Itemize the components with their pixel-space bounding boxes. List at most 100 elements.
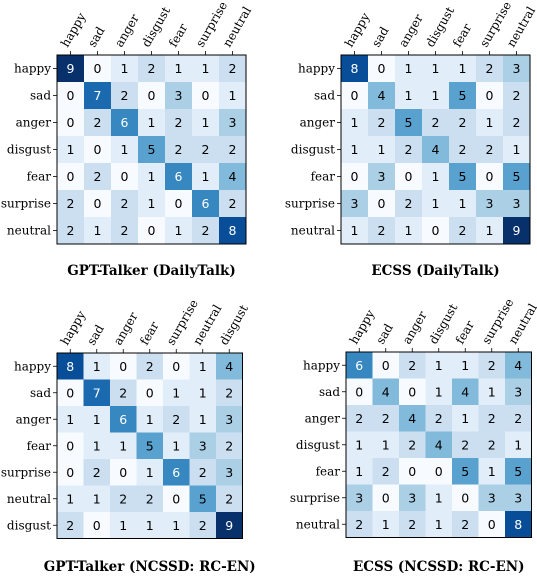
heatmap-cell-value: 2 [488,437,496,452]
heatmap-cell [163,432,190,460]
heatmap-cell [165,136,193,164]
heatmap-cell-value: 0 [432,223,440,238]
heatmap-cell [341,55,369,83]
heatmap-cell-value: 2 [432,115,440,130]
heatmap-cell-value: 0 [382,358,390,373]
x-tick-label: anger [400,309,430,347]
heatmap-cell [219,163,247,191]
heatmap-cell-value: 2 [121,196,129,211]
heatmap-cell [83,485,111,513]
heatmap-cell [219,109,247,137]
x-tick-label: fear [166,21,190,49]
x-tick-label: happy [58,308,89,347]
y-tick-label: neutral [7,492,51,506]
heatmap-cell-value: 6 [175,169,183,184]
x-tick-label: anger [396,12,426,50]
heatmap-cell-value: 4 [408,411,416,426]
heatmap-cell-value: 2 [488,358,496,373]
heatmap-cell-value: 1 [351,142,359,157]
heatmap-cell-value: 0 [351,88,359,103]
heatmap-cell [57,432,84,460]
heatmap-cell [368,136,396,164]
heatmap-cell [346,431,373,459]
heatmap-cell-value: 5 [459,88,467,103]
heatmap-cell [110,353,137,380]
y-tick-label: disgust [291,143,335,157]
heatmap-cell-value: 8 [514,517,522,532]
heatmap-cell [136,512,164,539]
y-tick-label: neutral [291,224,335,238]
heatmap-cell [57,217,85,245]
y-tick-label: surprise [1,197,51,211]
heatmap-cell [505,511,532,538]
heatmap-cell-value: 0 [146,385,154,400]
heatmap-cell [452,431,479,459]
heatmap-cell-value: 1 [486,223,494,238]
heatmap-cell-value: 2 [408,437,416,452]
heatmap-cell-value: 2 [459,223,467,238]
heatmap-cell [476,190,504,218]
heatmap-cell-value: 1 [459,61,467,76]
heatmap-cell [425,511,453,538]
heatmap-cell [503,136,531,164]
heatmap-cell [216,485,243,513]
heatmap-cell [449,217,477,245]
heatmap-cell [449,82,477,110]
heatmap-cell [189,512,217,539]
heatmap-cell-value: 1 [513,142,521,157]
heatmap-cell-value: 0 [351,169,359,184]
heatmap-cell [422,109,450,137]
heatmap-cell [216,459,243,486]
heatmap-cell-value: 2 [513,115,521,130]
y-tick-label: anger [16,116,52,130]
heatmap-cell-value: 7 [93,385,101,400]
heatmap-cell [189,432,217,460]
heatmap-cell [478,378,506,406]
heatmap-cell [110,485,137,513]
heatmap-cell [449,190,477,218]
heatmap-cell [476,55,504,83]
y-tick-label: happy [298,62,335,76]
x-tick-label: happy [342,10,373,49]
heatmap-cell-value: 4 [435,437,443,452]
heatmap-cell [57,136,85,164]
heatmap-cell-value: 2 [225,438,233,453]
heatmap-cell [341,217,369,245]
heatmap-cell-value: 0 [67,115,75,130]
heatmap-cell-value: 1 [66,491,74,506]
heatmap-cell [425,378,453,406]
y-tick-label: disgust [296,438,340,452]
heatmap-cell [111,82,139,110]
heatmap-cell-value: 6 [172,465,180,480]
heatmap-cell [110,459,137,486]
heatmap-cell [399,511,426,538]
heatmap-cell-value: 9 [225,518,233,533]
heatmap-cell-value: 1 [202,61,210,76]
heatmap-cell-value: 4 [378,88,386,103]
heatmap-cell-value: 6 [202,196,210,211]
heatmap-cell [449,109,477,137]
heatmap-cell-value: 0 [408,464,416,479]
heatmap-cell [192,109,220,137]
heatmap-cell-value: 1 [461,411,469,426]
heatmap-cell [372,378,400,406]
heatmap-cell [341,82,369,110]
heatmap-cell [503,55,531,83]
heatmap-cell [57,406,84,433]
heatmap-cell-value: 5 [459,169,467,184]
y-tick-label: happy [14,359,51,373]
x-tick-label: fear [453,318,477,346]
heatmap-cell-value: 1 [435,358,443,373]
heatmap-cell [189,353,217,380]
heatmap-cell-value: 4 [461,384,469,399]
heatmap-cell [84,163,112,191]
heatmap-cell-value: 0 [488,517,496,532]
heatmap-cell [478,484,506,512]
y-tick-label: happy [303,358,340,372]
y-tick-label: sad [319,385,340,399]
heatmap-cell-value: 1 [172,385,180,400]
heatmap-cell [399,405,426,432]
heatmap-cell-value: 3 [199,438,207,453]
heatmap-cell [503,109,531,137]
heatmap-cell-value: 9 [67,61,75,76]
